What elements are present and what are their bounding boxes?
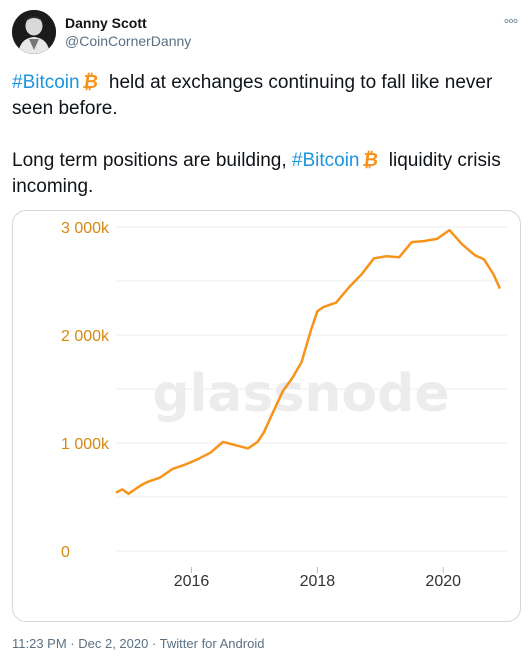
svg-text:₿: ₿ bbox=[362, 149, 380, 169]
x-tick-label: 2016 bbox=[174, 573, 210, 590]
tweet-source[interactable]: Twitter for Android bbox=[159, 636, 265, 651]
tweet-meta: 11:23 PM · Dec 2, 2020 · Twitter for And… bbox=[12, 636, 264, 651]
watermark-text: glassnode bbox=[152, 364, 449, 424]
hashtag-link[interactable]: #Bitcoin bbox=[291, 150, 360, 171]
svg-text:₿: ₿ bbox=[82, 71, 100, 91]
chart-image[interactable]: glassnode 0 1 000k 2 000k 3 000k 2016 2018 2020 bbox=[12, 210, 521, 622]
more-dots-icon[interactable] bbox=[504, 16, 518, 26]
chart-svg: glassnode 0 1 000k 2 000k 3 000k 2016 2018 2020 bbox=[61, 220, 507, 590]
y-tick-label: 0 bbox=[61, 544, 70, 561]
x-tick-label: 2018 bbox=[300, 573, 336, 590]
tweet-paragraph-1: #Bitcoin ₿ held at exchanges continuing t… bbox=[12, 70, 518, 122]
y-tick-label: 3 000k bbox=[61, 220, 110, 237]
bitcoin-icon: ₿ bbox=[362, 149, 380, 169]
tweet-text-line1: held at exchanges continuing to fall lik… bbox=[12, 72, 493, 119]
tweet-header: Danny Scott @CoinCornerDanny bbox=[12, 10, 518, 56]
author-handle[interactable]: @CoinCornerDanny bbox=[65, 33, 192, 49]
avatar[interactable] bbox=[12, 10, 56, 54]
y-tick-label: 1 000k bbox=[61, 436, 110, 453]
tweet-text-line2-start: Long term positions are building, bbox=[12, 150, 292, 171]
hashtag-link[interactable]: #Bitcoin bbox=[12, 72, 80, 93]
author-name[interactable]: Danny Scott bbox=[65, 15, 147, 31]
timestamp[interactable]: 11:23 PM · Dec 2, 2020 bbox=[12, 636, 149, 651]
bitcoin-icon: ₿ bbox=[82, 71, 100, 91]
tweet-paragraph-2: Long term positions are building, #Bitco… bbox=[12, 148, 518, 200]
x-tick-label: 2020 bbox=[425, 573, 461, 590]
y-tick-label: 2 000k bbox=[61, 328, 110, 345]
tweet-text-line2-rest: liquidity crisis incoming. bbox=[12, 150, 501, 197]
meta-separator: · bbox=[148, 636, 160, 651]
series-line bbox=[115, 228, 502, 496]
tweet-text: #Bitcoin ₿ held at exchanges continuing t… bbox=[12, 70, 518, 200]
